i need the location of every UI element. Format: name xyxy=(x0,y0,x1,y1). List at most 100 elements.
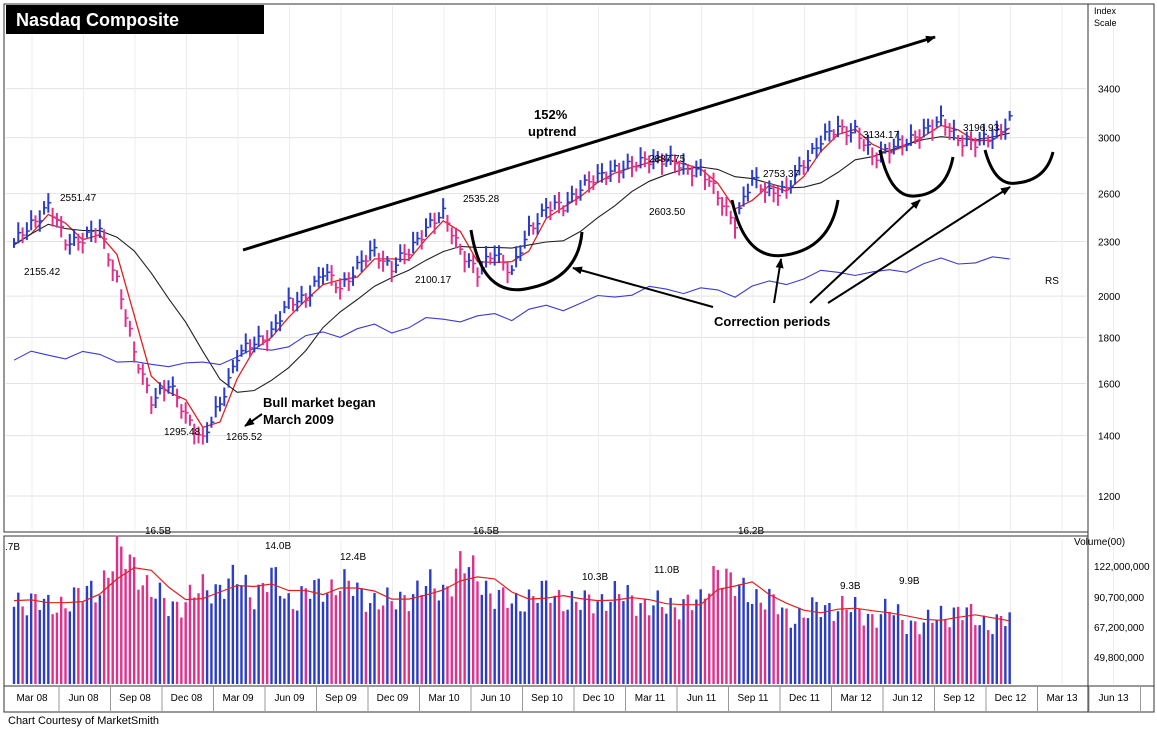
volume-bar xyxy=(360,588,363,684)
x-tick-label: Mar 12 xyxy=(840,693,872,704)
price-label-2603: 2603.50 xyxy=(649,207,686,218)
volume-bar xyxy=(596,601,599,684)
volume-bar xyxy=(605,610,608,684)
volume-bar xyxy=(725,568,728,684)
volume-bar xyxy=(210,603,213,684)
correction-arrow-4 xyxy=(827,186,1011,304)
volume-bar xyxy=(678,619,681,684)
volume-bar xyxy=(107,577,110,684)
price-tick-label: 2600 xyxy=(1098,190,1121,201)
price-bars xyxy=(13,105,1013,445)
price-label-2551: 2551.47 xyxy=(60,193,97,204)
volume-bar xyxy=(343,569,346,684)
volume-bar xyxy=(523,611,526,684)
volume-bar xyxy=(98,595,102,684)
volume-bar xyxy=(25,615,29,684)
correction-arrow-3 xyxy=(809,199,921,304)
volume-bar xyxy=(914,621,917,684)
volume-bar xyxy=(712,566,715,684)
volume-bar xyxy=(60,596,63,684)
price-label-3134: 3134.17 xyxy=(863,130,900,141)
volume-bar xyxy=(763,609,767,684)
volume-bar xyxy=(815,601,818,684)
volume-bar xyxy=(544,580,548,684)
volume-bar xyxy=(386,587,389,684)
price-tick-label: 3400 xyxy=(1098,85,1121,96)
x-tick-label: Sep 09 xyxy=(325,693,357,704)
volume-tick-label: 67,200,000 xyxy=(1094,623,1144,634)
volume-bar xyxy=(828,602,831,684)
correction-label: Correction periods xyxy=(714,314,830,329)
volume-bar xyxy=(961,620,964,684)
volume-bar xyxy=(411,594,415,684)
volume-bar xyxy=(665,613,668,684)
volume-bar xyxy=(446,586,449,684)
price-panel-frame xyxy=(3,3,1155,533)
volume-bar xyxy=(510,603,514,684)
volume-bar xyxy=(682,599,685,684)
volume-bar xyxy=(952,607,956,684)
volume-bar xyxy=(609,601,612,684)
volume-bar xyxy=(566,609,569,684)
volume-bar xyxy=(540,580,544,684)
volume-bar xyxy=(180,617,183,684)
volume-bar xyxy=(557,590,561,684)
price-label-3196: 3196.93 xyxy=(963,123,1000,134)
volume-bar xyxy=(197,593,200,684)
price-tick-label: 1600 xyxy=(1098,379,1121,390)
x-tick-label: Dec 10 xyxy=(583,693,615,704)
volume-bar xyxy=(184,602,187,684)
volume-bar xyxy=(733,596,737,684)
volume-bar xyxy=(120,546,123,684)
volume-bar xyxy=(626,585,629,684)
volume-bar xyxy=(879,614,883,684)
volume-label-0: .7B xyxy=(5,542,20,553)
volume-bar xyxy=(403,595,406,684)
volume-label-9: 9.9B xyxy=(899,576,920,587)
x-tick-label: Mar 08 xyxy=(16,693,48,704)
x-tick-label: Sep 12 xyxy=(943,693,975,704)
price-label-2887: 2887.75 xyxy=(649,154,686,165)
x-tick-label: Mar 10 xyxy=(428,693,460,704)
volume-bar xyxy=(274,567,277,684)
volume-bar xyxy=(321,601,325,684)
volume-bar xyxy=(459,551,462,684)
volume-bar xyxy=(935,620,938,684)
volume-bar xyxy=(296,610,299,684)
volume-bar xyxy=(369,603,372,684)
volume-bar xyxy=(248,597,252,684)
bull-line-1: Bull market began xyxy=(263,395,376,410)
volume-bar xyxy=(892,615,895,684)
price-tick-label: 1400 xyxy=(1098,432,1121,443)
volume-bar xyxy=(939,605,943,684)
volume-bars xyxy=(12,535,1011,684)
volume-bar xyxy=(871,614,874,684)
volume-bar xyxy=(68,611,71,684)
volume-bar xyxy=(613,581,617,684)
volume-bar xyxy=(128,554,132,684)
volume-bar xyxy=(536,602,539,684)
volume-bar xyxy=(502,587,505,684)
volume-bar xyxy=(553,595,556,684)
volume-bar xyxy=(214,584,217,684)
chart-title: Nasdaq Composite xyxy=(16,10,179,30)
volume-bar xyxy=(514,592,518,684)
volume-bar xyxy=(1004,626,1007,684)
volume-bar xyxy=(639,603,642,684)
price-label-2753: 2753.37 xyxy=(763,169,800,180)
volume-bar xyxy=(652,605,655,684)
volume-bar xyxy=(853,597,857,684)
price-label-2155: 2155.42 xyxy=(24,267,61,278)
volume-label-1: 16.5B xyxy=(145,526,171,537)
volume-bar xyxy=(141,585,144,684)
volume-bar xyxy=(974,625,977,684)
volume-bar xyxy=(51,614,54,684)
volume-bar xyxy=(519,611,522,684)
scale-label-2: Scale xyxy=(1094,18,1117,28)
volume-label-2: 14.0B xyxy=(265,541,291,552)
volume-bar xyxy=(570,590,574,684)
price-label-2535: 2535.28 xyxy=(463,194,500,205)
volume-bar xyxy=(785,608,788,684)
volume-bar xyxy=(253,609,256,684)
